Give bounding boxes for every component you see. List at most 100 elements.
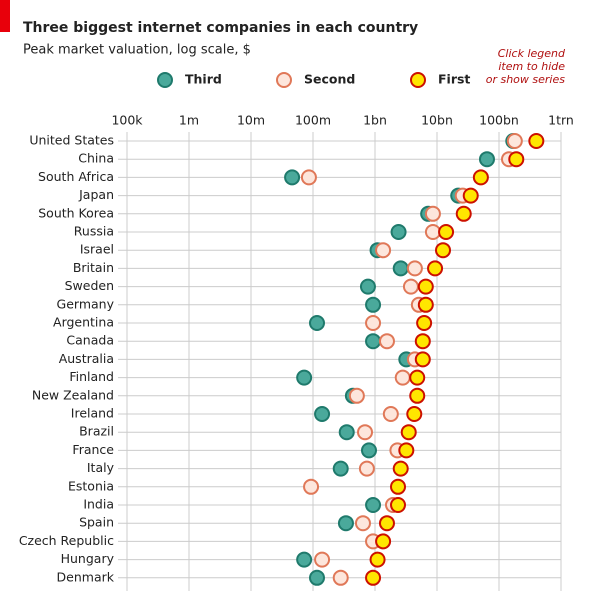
dot [392, 460, 409, 477]
category-label: Ireland [71, 406, 114, 421]
dot [296, 369, 313, 386]
dot [438, 224, 455, 240]
dot [402, 278, 419, 295]
legend-label: First [438, 72, 470, 87]
dot [417, 278, 434, 295]
dot [378, 515, 395, 532]
category-label: Japan [78, 187, 114, 202]
series-first [365, 133, 545, 586]
dot [314, 406, 331, 422]
dot [358, 460, 375, 477]
legend-note: item to hide [498, 60, 565, 73]
dot [375, 533, 392, 550]
dot [296, 551, 313, 568]
legend-note: or show series [486, 73, 566, 86]
legend-item[interactable]: First [410, 72, 470, 88]
x-tick-label: 1trn [548, 113, 574, 128]
category-label: Czech Republic [19, 533, 114, 548]
dot [300, 169, 317, 186]
dot [406, 260, 423, 277]
category-label: Russia [74, 224, 114, 239]
x-tick-label: 1m [179, 113, 199, 128]
dot [337, 515, 354, 532]
dot [506, 133, 523, 149]
series-third [284, 133, 522, 586]
category-label: Britain [73, 260, 114, 275]
category-label: Denmark [57, 569, 115, 584]
dot [390, 224, 407, 240]
dot [424, 224, 441, 240]
dot [390, 478, 407, 495]
category-label: United States [29, 133, 114, 148]
dot [417, 296, 434, 313]
category-label: Italy [87, 460, 115, 475]
dot [455, 205, 472, 222]
category-label: Estonia [68, 478, 114, 493]
chart-title: Three biggest internet companies in each… [23, 20, 418, 36]
dot [424, 205, 441, 222]
category-label: South Korea [38, 205, 114, 220]
legend-swatch [276, 72, 292, 88]
dot [378, 333, 395, 350]
dot [478, 151, 495, 168]
category-label: Germany [57, 296, 115, 311]
x-tick-label: 1bn [363, 113, 387, 128]
dot [508, 151, 525, 168]
x-tick-label: 10bn [421, 113, 453, 128]
category-label: New Zealand [32, 387, 114, 402]
dot [359, 278, 376, 295]
category-label: Israel [80, 242, 114, 257]
dot [375, 242, 392, 259]
dot [392, 260, 409, 277]
category-label: Argentina [53, 315, 114, 330]
legend-note: Click legend [498, 47, 566, 60]
dot [365, 569, 382, 586]
dot [357, 424, 374, 441]
legend-label: Second [304, 72, 355, 87]
dot [314, 551, 331, 568]
dot [338, 424, 355, 441]
dot [409, 369, 426, 386]
dot [416, 315, 433, 331]
dot [360, 442, 377, 459]
category-label: Finland [69, 369, 114, 384]
dot [365, 333, 382, 350]
category-label: Canada [66, 333, 114, 348]
legend-swatch [157, 72, 173, 88]
accent-bar [0, 0, 10, 32]
dot [394, 369, 411, 386]
dot [348, 387, 365, 404]
x-tick-label: 10m [237, 113, 265, 128]
legend-swatch [410, 72, 426, 88]
chart-subtitle: Peak market valuation, log scale, $ [23, 43, 251, 58]
x-tick-label: 100m [295, 113, 331, 128]
category-label: Australia [59, 351, 114, 366]
legend-label: Third [185, 72, 222, 87]
x-tick-label: 100k [111, 113, 143, 128]
dot [427, 260, 444, 277]
legend-item[interactable]: Second [276, 72, 355, 88]
category-label: India [83, 497, 114, 512]
dot [332, 569, 349, 586]
legend-item[interactable]: Third [157, 72, 222, 88]
dot [409, 387, 426, 404]
category-label: Brazil [79, 424, 114, 439]
dot [365, 315, 382, 331]
plot-area [118, 132, 562, 591]
dot [365, 497, 382, 513]
dot [462, 187, 479, 204]
dot [414, 333, 431, 350]
dot [414, 351, 431, 368]
category-label: Sweden [65, 278, 114, 293]
dot [308, 569, 325, 586]
dot [400, 424, 417, 441]
dot [365, 296, 382, 313]
dot [303, 478, 320, 495]
legend: Third Second First [157, 72, 470, 88]
dot [472, 169, 489, 186]
x-tick-label: 100bn [479, 113, 519, 128]
dot [369, 551, 386, 568]
dot [284, 169, 301, 186]
dot [354, 515, 371, 532]
